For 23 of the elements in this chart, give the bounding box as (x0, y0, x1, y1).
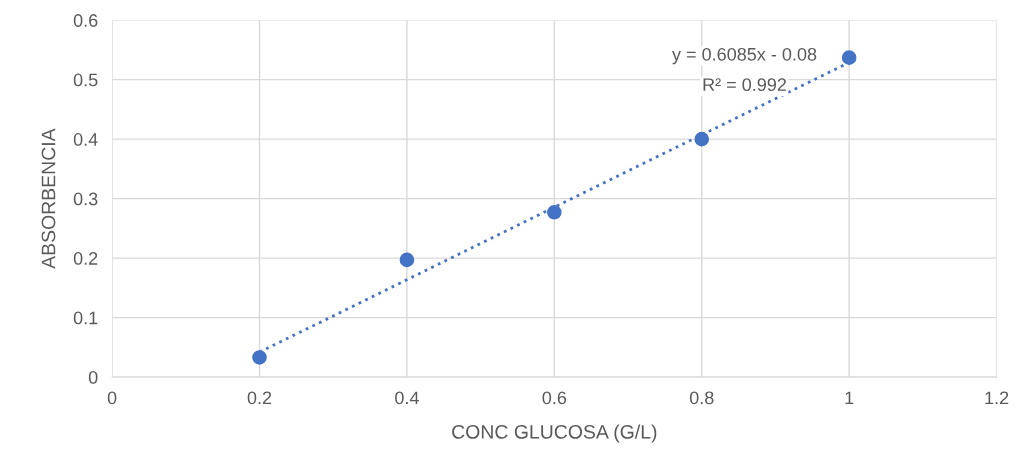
y-tick-label: 0.5 (73, 73, 98, 87)
y-tick-label: 0.6 (73, 14, 98, 27)
x-axis-title: CONC GLUCOSA (G/L) (452, 424, 657, 443)
x-tick-label: 1 (845, 391, 854, 405)
x-tick-label: 1.2 (985, 391, 1009, 405)
point (252, 350, 267, 365)
x-tick-label: 0.8 (689, 391, 714, 405)
point (547, 205, 562, 220)
y-axis-title: ABSORBENCIA (41, 128, 56, 269)
point (399, 252, 415, 268)
x-tick-label: 0.2 (247, 391, 272, 405)
y-tick-label: 0.3 (73, 192, 98, 206)
y-tick-label: 0 (88, 371, 98, 384)
annotation: y = 0.6085x - 0.08 (672, 47, 817, 65)
x-tick-label: 0 (107, 391, 117, 405)
annotation: R² = 0.992 (703, 78, 786, 92)
point (841, 50, 857, 65)
y-tick-label: 0.2 (73, 252, 98, 265)
x-tick-label: 0.6 (542, 391, 567, 405)
y-tick-label: 0.1 (73, 311, 98, 325)
x-tick-label: 0.4 (395, 391, 419, 405)
y-tick-label: 0.4 (73, 133, 98, 146)
point (694, 131, 710, 147)
